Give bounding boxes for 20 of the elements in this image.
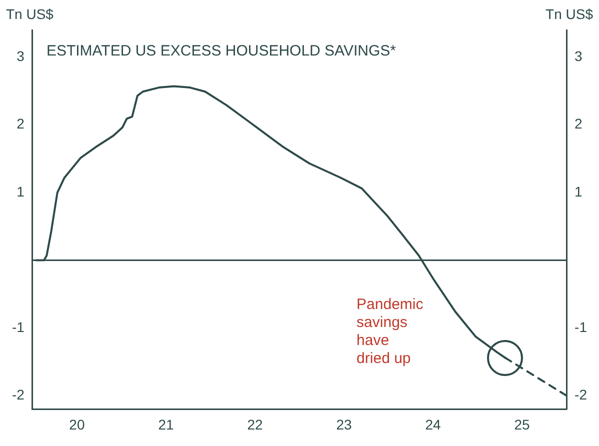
x-tick-label: 24 (425, 416, 442, 432)
x-tick-label: 21 (158, 416, 174, 432)
y-tick-label: 3 (16, 48, 25, 64)
y2-tick-label: 1 (574, 183, 583, 200)
x-tick-label: 25 (514, 416, 530, 432)
x-tick-label: 22 (247, 416, 263, 432)
y-tick-label: -1 (12, 318, 25, 335)
y-axis-title: Tn US$ (6, 6, 54, 22)
y-tick-label: 2 (16, 116, 25, 132)
y2-tick-label: -2 (574, 386, 588, 403)
y2-tick-label: 2 (574, 116, 583, 132)
y2-tick-label: 3 (574, 48, 583, 64)
x-tick-label: 20 (69, 416, 85, 432)
annotation: Pandemic savings have dried up (356, 296, 424, 367)
x-tick-label: 23 (336, 416, 352, 432)
y2-axis-title: Tn US$ (546, 6, 594, 22)
y2-tick-label: -1 (574, 318, 588, 335)
text: ESTIMATED US EXCESS HOUSEHOLD SAVINGS* (46, 42, 396, 60)
y-tick-label: -2 (12, 386, 25, 403)
y-tick-label: 1 (16, 183, 25, 200)
